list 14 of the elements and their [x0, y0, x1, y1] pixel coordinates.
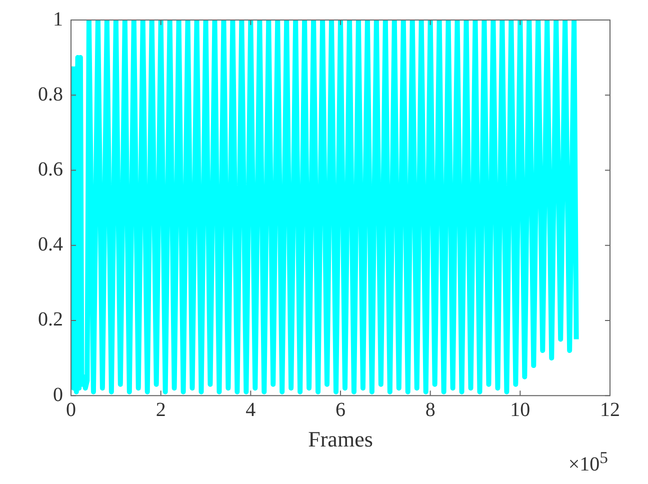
y-tick-label: 1 [53, 8, 63, 30]
y-tick-label: 0.4 [38, 234, 63, 256]
x-tick-label: 2 [156, 398, 166, 421]
x-tick-label: 8 [425, 398, 436, 421]
text: ×10$^{5}$ [568, 448, 608, 477]
y-tick-label: 0.2 [38, 308, 63, 331]
y-tick-label: 0 [53, 384, 63, 406]
y-tick-label: 0.6 [38, 158, 63, 180]
x-tick-label: 12 [600, 398, 620, 421]
x-tick-label: 6 [336, 398, 346, 421]
x-axis-title: Frames [308, 426, 373, 452]
x-tick-label: 4 [246, 398, 256, 421]
y-tick-label: 0.8 [38, 83, 63, 106]
x-tick-label: 10 [510, 398, 530, 421]
